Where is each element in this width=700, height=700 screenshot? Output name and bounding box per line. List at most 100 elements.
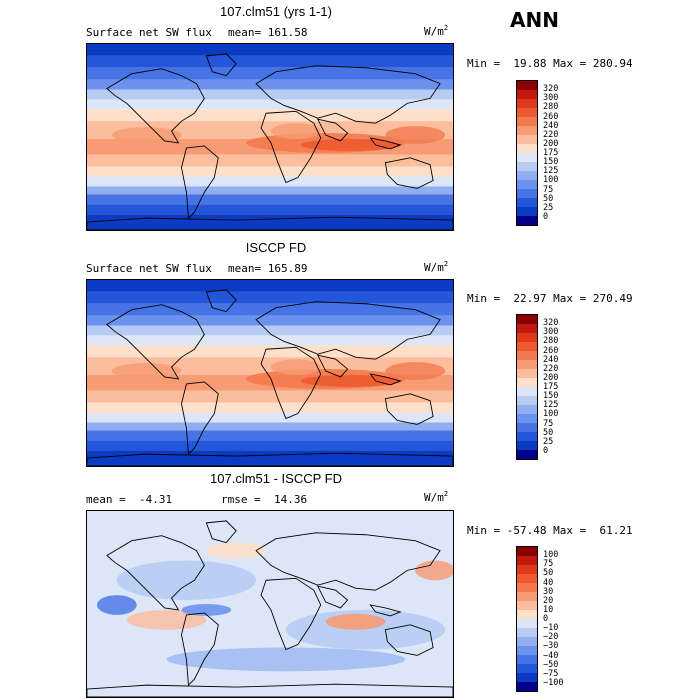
colorbar-block xyxy=(517,646,537,655)
colorbar-block xyxy=(517,99,537,108)
panel-3-mean: mean = -4.31 xyxy=(86,493,173,506)
colorbar-tick-label: 100 xyxy=(543,175,559,186)
panel-2-colorbar xyxy=(516,314,538,460)
colorbar-block xyxy=(517,628,537,637)
colorbar-block xyxy=(517,655,537,664)
colorbar-block xyxy=(517,378,537,387)
colorbar-tick-label: −30 xyxy=(543,641,559,652)
colorbar-block xyxy=(517,153,537,162)
colorbar-tick-label: 100 xyxy=(543,409,559,420)
colorbar-tick-label: 25 xyxy=(543,436,554,447)
colorbar-tick-label: 150 xyxy=(543,390,559,401)
colorbar-block xyxy=(517,432,537,441)
colorbar-block xyxy=(517,619,537,628)
colorbar-tick-label: 50 xyxy=(543,568,554,579)
colorbar-tick-label: 300 xyxy=(543,327,559,337)
colorbar-tick-label: 0 xyxy=(543,613,549,624)
colorbar-block xyxy=(517,574,537,583)
colorbar-block xyxy=(517,547,537,556)
colorbar-block xyxy=(517,144,537,153)
colorbar-block xyxy=(517,405,537,414)
colorbar-block xyxy=(517,162,537,171)
panel-3-colorbar xyxy=(516,546,538,692)
colorbar-tick-label: 150 xyxy=(543,156,559,167)
colorbar-tick-label: 280 xyxy=(543,336,559,347)
colorbar-block xyxy=(517,207,537,216)
colorbar-block xyxy=(517,351,537,360)
colorbar-block xyxy=(517,592,537,601)
colorbar-block xyxy=(517,108,537,117)
panel-2-field-label: Surface net SW flux xyxy=(86,262,212,275)
colorbar-tick-label: 320 xyxy=(543,317,559,328)
season-label: ANN xyxy=(510,8,559,32)
colorbar-tick-label: 125 xyxy=(543,166,559,176)
colorbar-tick-label: 240 xyxy=(543,354,559,365)
colorbar-block xyxy=(517,414,537,423)
colorbar-tick-label: 50 xyxy=(543,427,554,438)
panel-3-map xyxy=(86,510,454,698)
colorbar-block xyxy=(517,423,537,432)
colorbar-tick-label: −100 xyxy=(543,677,564,688)
colorbar-block xyxy=(517,117,537,126)
colorbar-block xyxy=(517,90,537,99)
colorbar-tick-label: 30 xyxy=(543,586,554,597)
colorbar-block xyxy=(517,81,537,90)
colorbar-block xyxy=(517,315,537,324)
colorbar-tick-label: 175 xyxy=(543,381,559,392)
panel-3-title: 107.clm51 - ISCCP FD xyxy=(210,471,342,486)
colorbar-tick-label: 75 xyxy=(543,418,554,429)
colorbar-block xyxy=(517,396,537,405)
colorbar-block xyxy=(517,583,537,592)
colorbar-block xyxy=(517,610,537,619)
colorbar-tick-label: −40 xyxy=(543,650,559,661)
colorbar-block xyxy=(517,333,537,342)
colorbar-tick-label: 10 xyxy=(543,604,554,615)
colorbar-tick-label: 220 xyxy=(543,363,559,374)
colorbar-block xyxy=(517,216,537,225)
panel-3-units: W/m2 xyxy=(424,490,449,504)
colorbar-tick-label: 260 xyxy=(543,345,559,356)
colorbar-block xyxy=(517,673,537,682)
colorbar-block xyxy=(517,369,537,378)
colorbar-tick-label: 50 xyxy=(543,193,554,204)
colorbar-block xyxy=(517,360,537,369)
colorbar-tick-label: 75 xyxy=(543,559,554,569)
colorbar-tick-label: 0 xyxy=(543,445,549,456)
panel-1-minmax: Min = 19.88 Max = 280.94 xyxy=(467,57,633,70)
colorbar-tick-label: 300 xyxy=(543,93,559,103)
panel-1-field-label: Surface net SW flux xyxy=(86,26,212,39)
colorbar-tick-label: 175 xyxy=(543,147,559,158)
colorbar-block xyxy=(517,565,537,574)
colorbar-tick-label: 220 xyxy=(543,129,559,140)
panel-3-rmse: rmse = 14.36 xyxy=(221,493,308,506)
colorbar-tick-label: 40 xyxy=(543,577,554,588)
colorbar-tick-label: 280 xyxy=(543,102,559,113)
colorbar-tick-label: 0 xyxy=(543,211,549,222)
colorbar-tick-label: −50 xyxy=(543,659,559,670)
panel-2-title: ISCCP FD xyxy=(245,240,307,255)
colorbar-block xyxy=(517,198,537,207)
colorbar-tick-label: 25 xyxy=(543,202,554,213)
panel-3-minmax: Min = -57.48 Max = 61.21 xyxy=(467,524,633,537)
colorbar-block xyxy=(517,664,537,673)
colorbar-tick-label: 100 xyxy=(543,549,559,560)
colorbar-tick-label: 20 xyxy=(543,595,554,606)
colorbar-block xyxy=(517,126,537,135)
colorbar-block xyxy=(517,180,537,189)
colorbar-block xyxy=(517,324,537,333)
panel-2-mean: mean= 165.89 xyxy=(228,262,308,275)
panel-2-units: W/m2 xyxy=(424,260,449,274)
colorbar-tick-label: 200 xyxy=(543,138,559,149)
colorbar-block xyxy=(517,556,537,565)
panel-1-colorbar xyxy=(516,80,538,226)
colorbar-block xyxy=(517,387,537,396)
colorbar-tick-label: 125 xyxy=(543,400,559,410)
colorbar-block xyxy=(517,450,537,459)
colorbar-block xyxy=(517,637,537,646)
colorbar-tick-label: 240 xyxy=(543,120,559,131)
colorbar-block xyxy=(517,601,537,610)
colorbar-tick-label: 75 xyxy=(543,184,554,195)
panel-2-minmax: Min = 22.97 Max = 270.49 xyxy=(467,292,633,305)
colorbar-tick-label: 320 xyxy=(543,83,559,94)
panel-2-map xyxy=(86,279,454,467)
